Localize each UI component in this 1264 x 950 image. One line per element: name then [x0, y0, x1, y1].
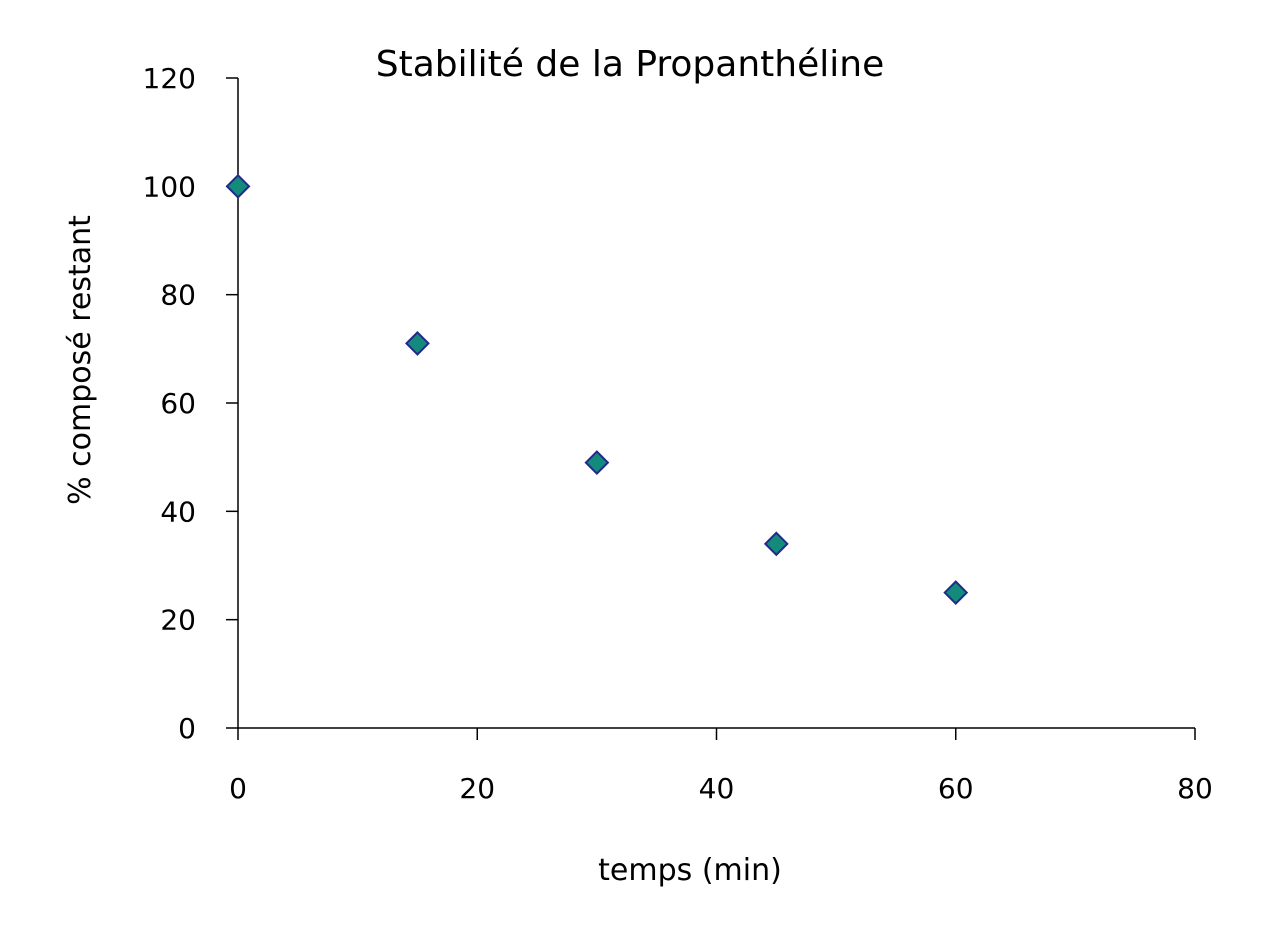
y-tick-label: 40 [160, 495, 196, 528]
data-point [584, 450, 610, 475]
data-point [225, 173, 251, 199]
x-tick-label: 0 [229, 772, 247, 805]
y-axis-ticks: 0 20 40 60 80 100 120 [143, 62, 238, 745]
data-point [405, 331, 430, 356]
y-tick-label: 0 [178, 712, 196, 745]
x-tick-label: 40 [699, 772, 735, 805]
data-points [225, 173, 969, 605]
axes [237, 78, 1195, 729]
data-point [943, 580, 969, 605]
chart-title: Stabilité de la Propanthéline [376, 44, 884, 85]
x-tick-label: 20 [459, 772, 495, 805]
y-tick-label: 120 [143, 62, 196, 95]
x-tick-label: 60 [938, 772, 974, 805]
y-tick-label: 20 [160, 604, 196, 637]
x-axis-label: temps (min) [598, 853, 782, 888]
x-tick-label: 80 [1177, 772, 1213, 805]
y-tick-label: 100 [143, 170, 196, 203]
y-tick-label: 80 [160, 279, 196, 312]
y-tick-label: 60 [160, 387, 196, 420]
x-axis-ticks: 0 20 40 60 80 [229, 728, 1213, 805]
y-axis-label: % composé restant [63, 215, 98, 505]
data-point [763, 531, 789, 557]
